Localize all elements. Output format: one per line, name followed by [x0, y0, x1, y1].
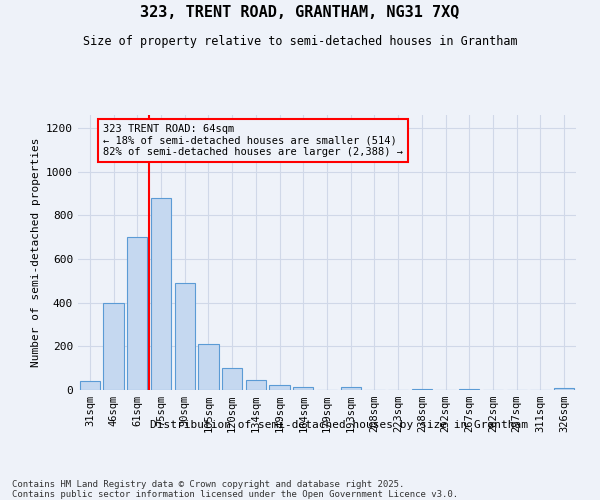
Bar [459, 389, 479, 390]
Bar [80, 382, 100, 390]
Bar [175, 283, 195, 390]
Bar [341, 388, 361, 390]
Bar [222, 368, 242, 390]
Text: Distribution of semi-detached houses by size in Grantham: Distribution of semi-detached houses by … [150, 420, 528, 430]
Text: Size of property relative to semi-detached houses in Grantham: Size of property relative to semi-detach… [83, 35, 517, 48]
Bar [103, 302, 124, 390]
Bar [412, 389, 432, 390]
Bar [293, 388, 313, 390]
Y-axis label: Number of semi-detached properties: Number of semi-detached properties [31, 138, 41, 367]
Bar [554, 388, 574, 390]
Text: Contains HM Land Registry data © Crown copyright and database right 2025.
Contai: Contains HM Land Registry data © Crown c… [12, 480, 458, 500]
Bar [127, 237, 148, 390]
Text: 323 TRENT ROAD: 64sqm
← 18% of semi-detached houses are smaller (514)
82% of sem: 323 TRENT ROAD: 64sqm ← 18% of semi-deta… [103, 124, 403, 157]
Bar [246, 380, 266, 390]
Bar [199, 344, 218, 390]
Bar [151, 198, 171, 390]
Bar [269, 384, 290, 390]
Text: 323, TRENT ROAD, GRANTHAM, NG31 7XQ: 323, TRENT ROAD, GRANTHAM, NG31 7XQ [140, 5, 460, 20]
